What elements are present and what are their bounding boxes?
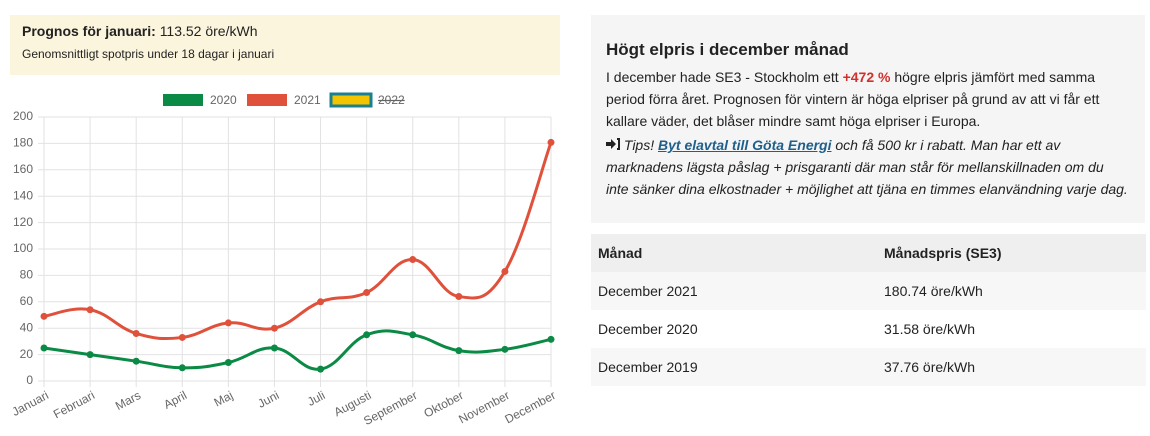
legend-label: 2022	[378, 93, 405, 107]
y-tick-label: 200	[13, 109, 33, 123]
line	[43, 141, 553, 341]
x-tick-label: Juni	[255, 388, 281, 411]
prognosis-value: 113.52 öre/kWh	[159, 23, 258, 39]
price-table: Månad Månadspris (SE3) December 2021 180.7…	[591, 234, 1146, 386]
point	[501, 345, 509, 353]
row: December 2020 31.58 öre/kWh	[591, 310, 1146, 348]
prognosis-box: Prognos för januari: 113.52 öre/kWh Geno…	[10, 15, 560, 75]
y-tick-label: 180	[13, 136, 33, 150]
row: December 2021 180.74 öre/kWh	[591, 272, 1146, 310]
point	[547, 335, 555, 343]
point	[86, 351, 94, 359]
point	[178, 364, 186, 372]
legend-swatch	[163, 94, 203, 106]
text: högre elpris jämfört med samma period fö…	[606, 69, 1100, 129]
y-tick-label: 80	[20, 268, 34, 282]
icon	[606, 138, 620, 150]
cell: 180.74 öre/kWh	[876, 272, 1146, 310]
legend-swatch	[329, 92, 373, 108]
point	[455, 347, 463, 355]
cell: 37.76 öre/kWh	[876, 348, 1146, 386]
point	[224, 319, 232, 327]
text: I december hade SE3 - Stockholm ett	[606, 69, 843, 85]
tip-label: Tips!	[623, 137, 655, 153]
point	[40, 344, 48, 352]
point	[270, 344, 278, 352]
tip-text: och få 500 kr i rabatt. Man har ett av m…	[606, 137, 1128, 197]
point	[317, 298, 325, 306]
x-tick-label: November	[456, 388, 511, 426]
header: Månad	[591, 234, 876, 272]
point	[86, 306, 94, 314]
x-tick-label: Juli	[305, 388, 327, 409]
x-tick-label: December	[502, 388, 557, 426]
point	[547, 138, 555, 146]
point	[409, 256, 417, 264]
line	[43, 329, 552, 371]
y-tick-label: 40	[20, 320, 34, 334]
y-tick-label: 140	[13, 188, 33, 202]
y-tick-label: 60	[20, 294, 34, 308]
prognosis-note: Genomsnittligt spotpris under 18 dagar i…	[22, 47, 275, 61]
point	[409, 331, 417, 339]
legend-label: 2020	[210, 93, 237, 107]
x-tick-label: April	[161, 388, 189, 412]
y-tick-label: 160	[13, 162, 33, 176]
point	[224, 359, 232, 367]
cell: December 2020	[598, 321, 698, 337]
point	[132, 357, 140, 365]
y-tick-label: 20	[20, 347, 34, 361]
cell: December 2019	[591, 348, 876, 386]
row: December 2019 37.76 öre/kWh	[591, 348, 1146, 386]
point	[501, 267, 509, 275]
tip: Tips! Byt elavtal till Göta Energi och f…	[606, 134, 1130, 200]
chart: 0 20 40 60 80 100 120 140 160 180 200 Januari Februa…	[10, 92, 558, 428]
tip-link[interactable]: Byt elavtal till Göta Energi	[658, 137, 832, 153]
legend-swatch	[247, 94, 287, 106]
info-text: I december hade SE3 - Stockholm ett +472…	[606, 66, 1130, 132]
cell: December 2021	[591, 272, 876, 310]
x-tick-label: Februari	[51, 388, 97, 421]
x-tick-label: Mars	[113, 388, 143, 413]
point	[40, 312, 48, 320]
y-tick-label: 120	[13, 215, 33, 229]
header-row: Månad Månadspris (SE3)	[591, 234, 1146, 272]
point	[363, 331, 371, 339]
point	[455, 293, 463, 301]
y-tick-label: 0	[26, 373, 33, 387]
y-tick-label: 100	[13, 241, 33, 255]
cell: 31.58 öre/kWh	[884, 321, 976, 337]
point	[363, 289, 371, 297]
highlight: +472 %	[842, 69, 891, 85]
point	[178, 333, 186, 341]
point	[317, 365, 325, 373]
info-title: Högt elpris i december månad	[606, 40, 849, 59]
point	[270, 324, 278, 332]
point	[132, 329, 140, 337]
x-tick-label: Maj	[212, 388, 236, 409]
x-tick-label: Januari	[10, 388, 51, 419]
header: Månadspris (SE3)	[876, 234, 1146, 272]
info-box: Högt elpris i december månad I december …	[591, 15, 1145, 223]
prognosis-label: Prognos för januari:	[22, 23, 156, 39]
legend-label: 2021	[294, 93, 321, 107]
